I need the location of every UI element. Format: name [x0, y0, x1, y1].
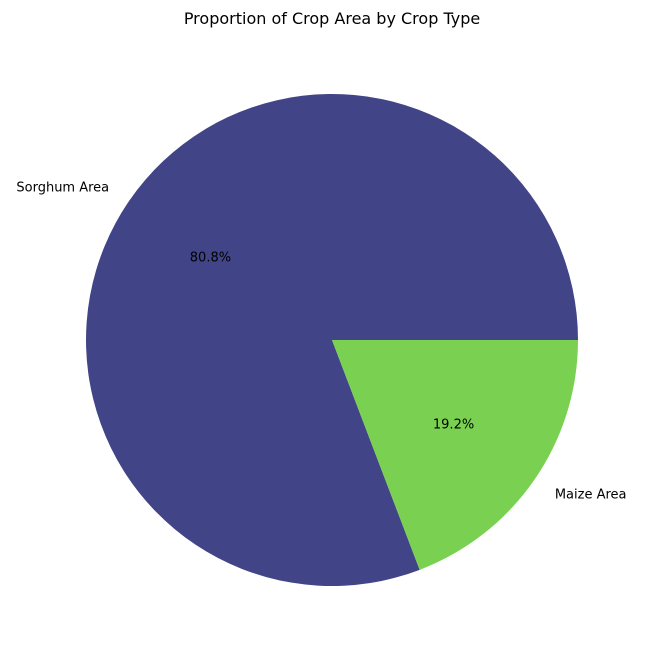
slice-percent-label: 19.2% — [433, 418, 474, 433]
chart-title: Proportion of Crop Area by Crop Type — [184, 9, 480, 28]
slice-label: Maize Area — [555, 488, 627, 503]
pie-slice-maize-area — [332, 340, 578, 570]
pie-slices — [85, 93, 578, 586]
pie-slice-sorghum-area — [85, 93, 578, 586]
pie-labels: Sorghum Area 80.8% Maize Area 19.2% — [16, 181, 626, 503]
slice-label: Sorghum Area — [16, 181, 109, 196]
slice-percent-label: 80.8% — [190, 250, 231, 265]
